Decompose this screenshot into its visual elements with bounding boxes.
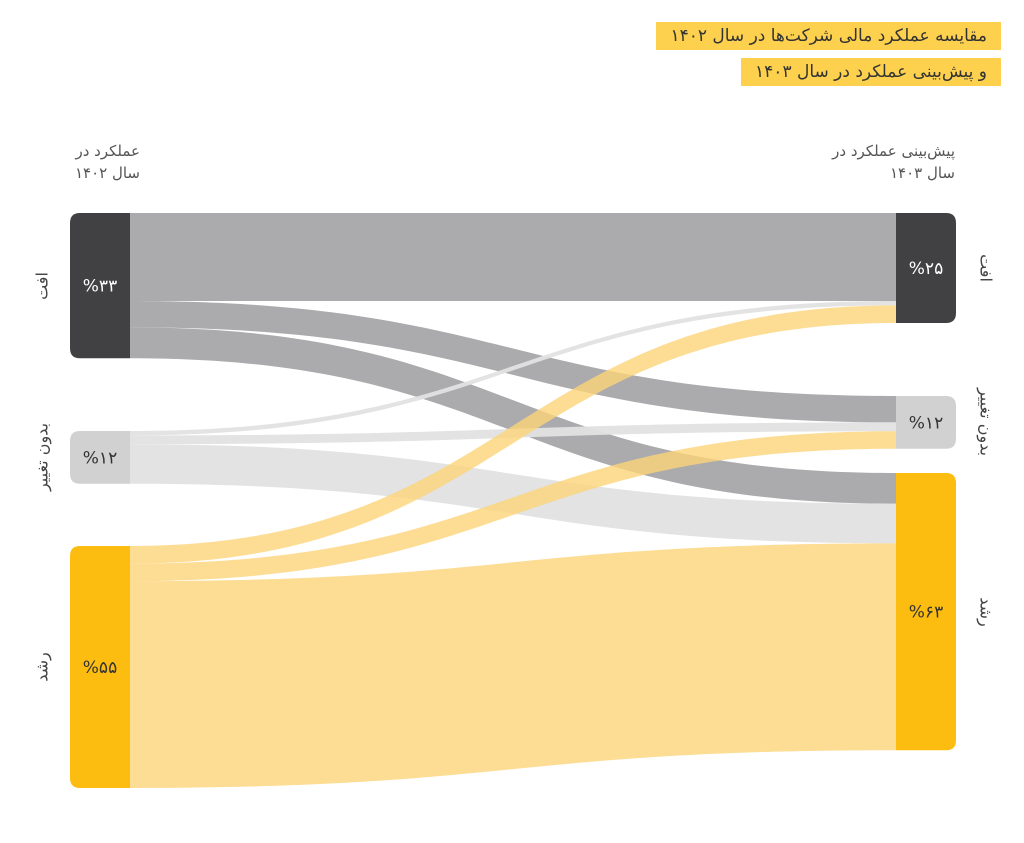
left-column-header: عملکرد در سال ۱۴۰۲ <box>75 140 140 184</box>
left-node-decline-value-label: %۳۳ <box>83 277 117 297</box>
title-line-2: و پیش‌بینی عملکرد در سال ۱۴۰۳ <box>741 58 1001 86</box>
flow-growth-to-decline <box>130 305 896 564</box>
right-label-decline: افت <box>976 254 996 282</box>
left-node-growth-value-label: %۵۵ <box>83 658 117 678</box>
title-line-1: مقایسه عملکرد مالی شرکت‌ها در سال ۱۴۰۲ <box>656 22 1001 50</box>
right-node-growth <box>896 473 956 751</box>
right-column-header: پیش‌بینی عملکرد در سال ۱۴۰۳ <box>832 140 955 184</box>
right-header-line-2: سال ۱۴۰۳ <box>889 164 955 182</box>
flow-growth-to-unchanged <box>130 431 896 582</box>
right-node-decline-value-label: %۲۵ <box>909 259 943 279</box>
left-header-line-2: سال ۱۴۰۲ <box>74 164 140 182</box>
left-label-decline: افت <box>32 271 52 300</box>
left-node-unchanged <box>70 431 130 484</box>
right-node-growth-value-label: %۶۳ <box>909 603 943 623</box>
right-node-decline <box>896 213 956 323</box>
left-header-line-1: عملکرد در <box>75 142 140 160</box>
right-header-line-1: پیش‌بینی عملکرد در <box>832 142 955 160</box>
left-label-unchanged: بدون تغییر <box>32 423 52 492</box>
right-label-unchanged: بدون تغییر <box>976 388 996 457</box>
right-node-unchanged <box>896 396 956 449</box>
flow-decline-to-decline <box>130 213 896 301</box>
flow-growth-to-growth <box>130 543 896 788</box>
flow-unchanged-to-decline <box>130 301 896 436</box>
flow-unchanged-to-growth <box>130 444 896 544</box>
left-label-growth: رشد <box>32 652 52 682</box>
left-node-unchanged-value-label: %۱۲ <box>83 448 117 468</box>
right-label-growth: رشد <box>976 596 996 627</box>
right-node-unchanged-value-label: %۱۲ <box>909 413 943 433</box>
left-node-growth <box>70 546 130 788</box>
left-node-decline <box>70 213 130 359</box>
flow-decline-to-unchanged <box>130 301 896 423</box>
